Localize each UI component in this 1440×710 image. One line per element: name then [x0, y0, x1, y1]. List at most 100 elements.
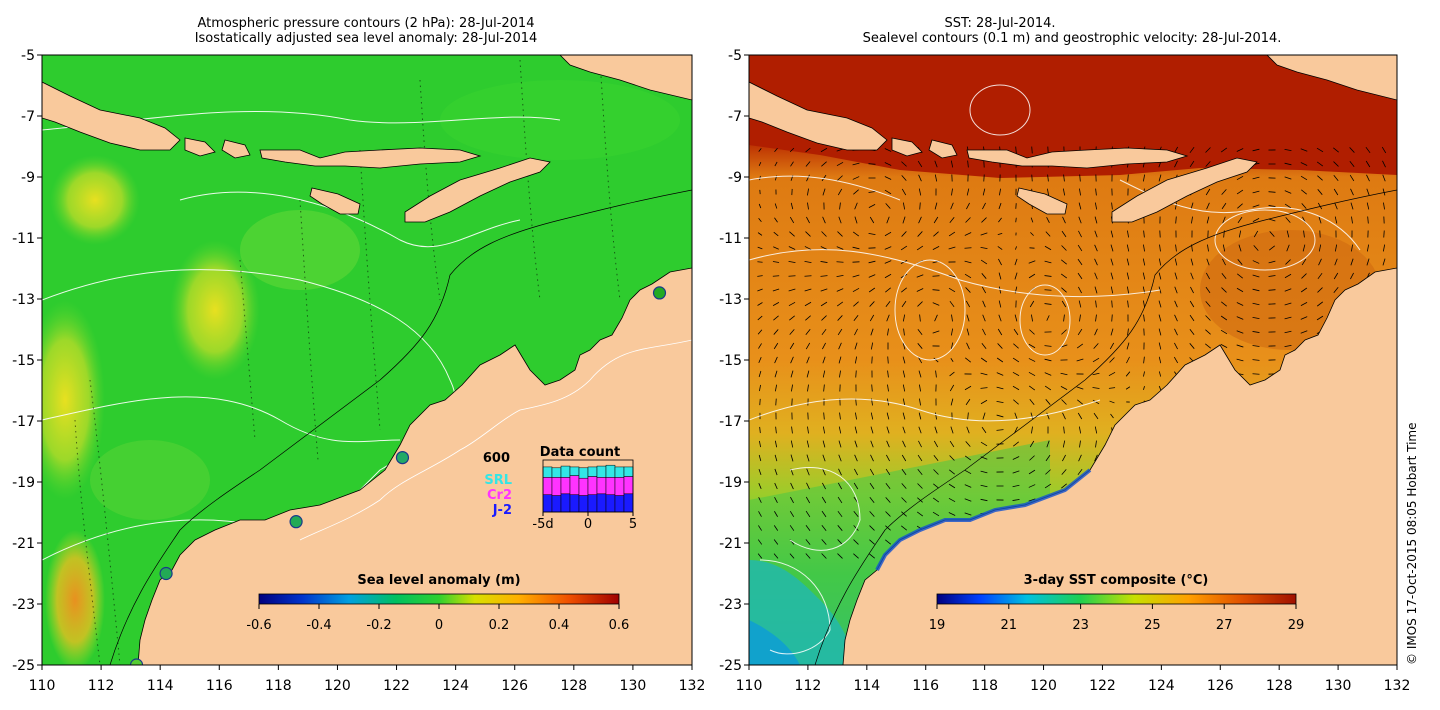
data-count-bar	[614, 477, 625, 496]
data-count-bar	[614, 466, 625, 478]
left-land-java	[42, 81, 181, 151]
left-axes: 110 112 114 116 118 120 122 124 126 128 130 132 -5 -7…	[12, 48, 705, 694]
data-count-bar	[587, 494, 598, 513]
left-land-contour	[299, 339, 692, 541]
colorbar-tick-label: -0.2	[366, 618, 391, 633]
x-tick-label: 116	[206, 678, 233, 694]
y-tick-label: -11	[719, 231, 742, 247]
right-land-sumba	[1016, 187, 1068, 215]
x-tick-label: 128	[560, 678, 587, 694]
left-land-timor	[404, 157, 551, 223]
data-count-legend-item: SRL	[484, 473, 512, 488]
y-tick-label: -23	[719, 597, 742, 613]
data-count-bar	[551, 467, 562, 478]
sst-colorbar: 3-day SST composite (°C) 19 21 23 25 27 29	[929, 573, 1305, 633]
x-tick-label: 130	[620, 678, 647, 694]
data-count-bar	[596, 465, 607, 478]
data-count-bar	[587, 466, 598, 477]
data-count-bar	[578, 495, 589, 513]
sla-colorbar: Sea level anomaly (m) -0.6 -0.4 -0.2 0 0.2 0.…	[246, 573, 629, 633]
credit-text: © IMOS 17-Oct-2015 08:05 Hobart Time	[1405, 422, 1419, 665]
data-count-bar	[614, 495, 625, 513]
y-tick-label: -23	[12, 597, 35, 613]
sla-colorbar-bar	[258, 593, 620, 605]
x-tick-label: 114	[853, 678, 880, 694]
colorbar-tick-label: 0	[435, 618, 443, 633]
data-count-bar	[569, 475, 580, 495]
x-tick-label: 132	[679, 678, 706, 694]
colorbar-tick-label: 0.2	[489, 618, 510, 633]
y-tick-label: -21	[719, 536, 742, 552]
x-tick-label: 126	[501, 678, 528, 694]
x-tick-label: 116	[912, 678, 939, 694]
colorbar-tick-label: 27	[1216, 618, 1233, 633]
tide-gauge-marker	[289, 515, 303, 529]
left-title-line1: Atmospheric pressure contours (2 hPa): 2…	[198, 16, 535, 31]
x-tick-label: 120	[1030, 678, 1057, 694]
right-title-line2: Sealevel contours (0.1 m) and geostrophi…	[863, 31, 1282, 46]
right-land-australia	[842, 267, 1397, 665]
right-land-timor	[1111, 157, 1258, 223]
x-tick-label: 114	[147, 678, 174, 694]
sst-map: SST: 28-Jul-2014. Sealevel contours (0.1…	[719, 16, 1410, 694]
x-tick-label: 118	[265, 678, 292, 694]
y-tick-label: -21	[12, 536, 35, 552]
left-anomaly-high-3	[42, 300, 105, 500]
data-count-bar	[623, 476, 634, 495]
data-count-bar	[623, 493, 634, 513]
data-count-bar	[542, 477, 553, 495]
y-tick-label: -7	[21, 109, 35, 125]
x-tick-label: 122	[1089, 678, 1116, 694]
colorbar-tick-label: 0.4	[549, 618, 570, 633]
y-tick-label: -11	[12, 231, 35, 247]
x-tick-label: 110	[29, 678, 56, 694]
right-land-sumbawa-flores	[966, 147, 1189, 169]
data-count-bar	[551, 477, 562, 496]
data-count-tick-label: 0	[584, 517, 592, 532]
left-anomaly-high-2	[50, 155, 140, 245]
y-tick-label: -7	[728, 109, 742, 125]
y-tick-label: -19	[12, 475, 35, 491]
data-count-tick-label: -5d	[532, 517, 553, 532]
x-tick-label: 110	[736, 678, 763, 694]
data-count-legend-item: Cr2	[487, 488, 512, 503]
left-land-sumbawa-flores	[259, 147, 482, 169]
tide-gauge-marker	[159, 566, 173, 581]
y-tick-label: -15	[12, 353, 35, 369]
colorbar-tick-label: -0.4	[306, 618, 331, 633]
data-count-tick-label: 5	[629, 517, 637, 532]
sea-level-anomaly-map: Atmospheric pressure contours (2 hPa): 2…	[12, 16, 705, 694]
data-count-bar	[560, 465, 571, 478]
x-tick-label: 132	[1384, 678, 1411, 694]
y-tick-label: -9	[21, 170, 35, 186]
right-land-north	[1266, 55, 1397, 101]
right-land-java	[749, 81, 888, 151]
data-count-bar	[578, 477, 589, 496]
left-land-north	[559, 55, 692, 101]
x-tick-label: 118	[971, 678, 998, 694]
tide-gauge-marker	[395, 451, 410, 465]
y-tick-label: -5	[21, 48, 35, 64]
x-tick-label: 112	[88, 678, 115, 694]
x-tick-label: 120	[324, 678, 351, 694]
left-anomaly-mid-2	[90, 440, 210, 520]
data-count-title: Data count	[540, 445, 620, 460]
colorbar-tick-label: 0.6	[609, 618, 630, 633]
tide-gauge-marker	[129, 658, 144, 665]
y-tick-label: -5	[728, 48, 742, 64]
y-tick-label: -15	[719, 353, 742, 369]
colorbar-tick-label: 19	[929, 618, 946, 633]
data-count-bar	[596, 493, 607, 513]
right-title-line1: SST: 28-Jul-2014.	[944, 16, 1055, 31]
x-tick-label: 128	[1266, 678, 1293, 694]
sst-colorbar-title: 3-day SST composite (°C)	[1024, 573, 1209, 588]
y-tick-label: -19	[719, 475, 742, 491]
tide-gauge-marker	[652, 286, 667, 300]
data-count-bar	[587, 476, 598, 495]
data-count-bar	[605, 477, 616, 495]
right-land-bali-lombok	[891, 137, 958, 159]
left-bathymetry-contour	[109, 189, 692, 665]
left-anomaly-mid-1	[240, 210, 360, 290]
right-axes: 110 112 114 116 118 120 122 124 126 128 130 132 -5 -7…	[719, 48, 1410, 694]
